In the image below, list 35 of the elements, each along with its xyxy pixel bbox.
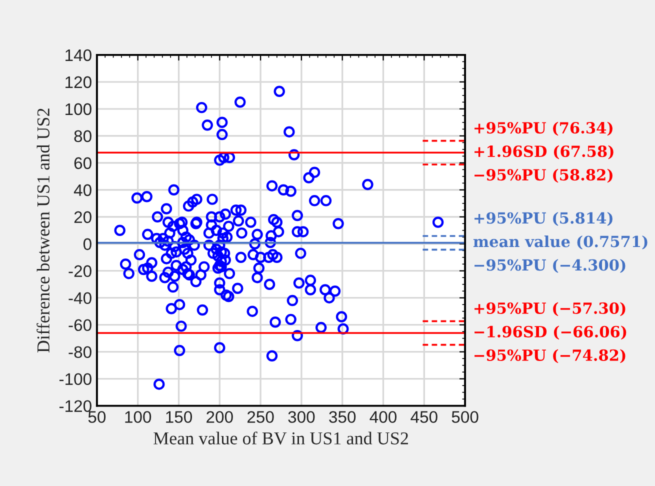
y-tick-label: -100 xyxy=(59,373,92,386)
y-tick-label: -60 xyxy=(68,319,92,332)
ref-line-label: +95%PU (76.34) xyxy=(474,122,612,136)
ref-line-label: +1.96SD (67.58) xyxy=(474,145,614,160)
ref-line-label: +95%PU (−57.30) xyxy=(474,302,626,316)
y-tick-label: 120 xyxy=(66,76,92,88)
y-axis-title: Difference between US1 and US2 xyxy=(36,108,50,353)
x-tick-label: 350 xyxy=(329,411,356,423)
x-tick-label: 150 xyxy=(166,411,192,423)
x-tick-label: 100 xyxy=(125,411,152,423)
y-tick-label: 100 xyxy=(66,103,92,116)
y-tick-label: -20 xyxy=(68,265,92,278)
x-tick-label: 50 xyxy=(88,411,106,423)
y-tick-label: -80 xyxy=(68,346,92,358)
y-tick-label: 0 xyxy=(83,238,92,250)
x-tick-label: 500 xyxy=(452,411,478,423)
x-tick-label: 450 xyxy=(410,411,438,423)
y-tick-label: 80 xyxy=(74,130,92,142)
y-tick-label: 40 xyxy=(74,184,92,196)
ref-line-label: −95%PU (58.82) xyxy=(474,168,612,183)
x-tick-label: 250 xyxy=(247,411,274,423)
x-tick-label: 300 xyxy=(288,411,315,423)
ref-line-label: +95%PU (5.814) xyxy=(474,212,612,226)
x-tick-label: 200 xyxy=(206,411,233,423)
y-tick-label: -120 xyxy=(59,400,92,412)
x-tick-label: 400 xyxy=(370,411,396,423)
ref-line-label: −1.96SD (−66.06) xyxy=(474,326,626,340)
x-axis-title: Mean value of BV in US1 and US2 xyxy=(154,432,408,445)
y-tick-label: 20 xyxy=(74,211,92,224)
y-tick-label: -40 xyxy=(68,292,92,304)
ref-line-label: mean value (0.7571) xyxy=(473,235,648,250)
ref-line-label: −95%PU (−4.300) xyxy=(474,258,626,273)
y-tick-label: 140 xyxy=(66,49,92,62)
ref-line-label: −95%PU (−74.82) xyxy=(474,349,626,364)
y-tick-label: 60 xyxy=(74,157,92,170)
